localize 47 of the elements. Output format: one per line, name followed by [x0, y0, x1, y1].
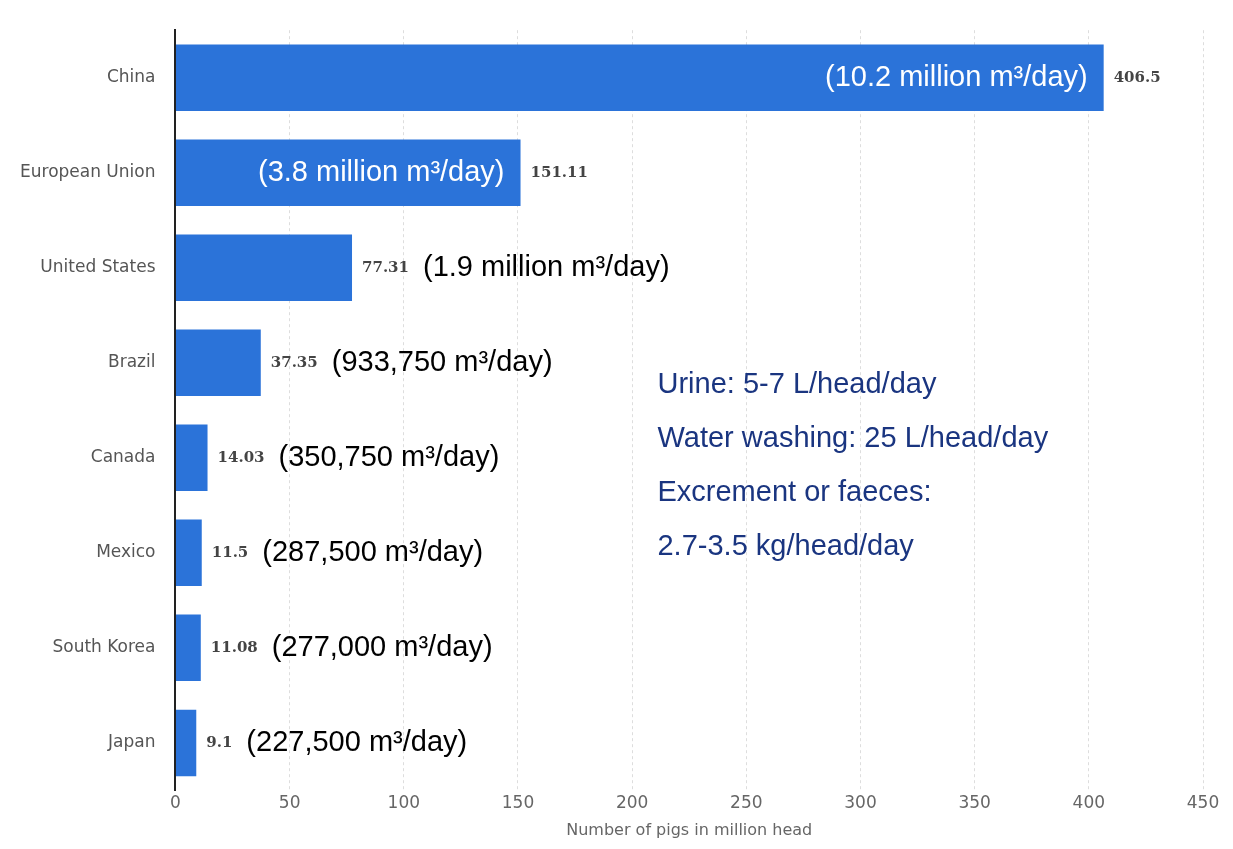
annotation: Urine: 5-7 L/head/day: [657, 367, 937, 400]
bar: [175, 44, 1104, 111]
annotation: 2.7-3.5 kg/head/day: [657, 529, 915, 562]
y-tick-label: United States: [40, 256, 156, 277]
x-tick-label: 250: [730, 792, 763, 813]
data-label: 151.11: [530, 162, 588, 181]
bar: [175, 709, 197, 777]
bar: [175, 234, 353, 302]
x-axis-title: Number of pigs in million head: [566, 819, 813, 839]
x-tick-label: 350: [958, 792, 991, 813]
data-label: 77.31: [362, 257, 409, 276]
x-tick-label: 0: [170, 792, 181, 813]
x-tick-label: 200: [615, 792, 649, 813]
data-label: 11.08: [210, 637, 258, 656]
data-label: 11.5: [211, 542, 249, 561]
x-tick-label: 150: [501, 792, 535, 813]
annotation: (277,000 m³/day): [271, 629, 493, 662]
y-tick-label: European Union: [19, 161, 156, 182]
data-label: 9.1: [206, 732, 233, 751]
annotation: (287,500 m³/day): [262, 534, 484, 567]
bar: [175, 519, 202, 587]
x-tick-label: 300: [844, 792, 877, 813]
annotation: (933,750 m³/day): [331, 344, 553, 377]
y-tick-label: South Korea: [52, 636, 156, 657]
y-tick-label: China: [106, 66, 156, 87]
bar: [175, 614, 201, 682]
annotation: (10.2 million m³/day): [824, 59, 1088, 92]
annotation: (3.8 million m³/day): [257, 154, 505, 187]
data-label: 14.03: [217, 447, 265, 466]
annotation: (350,750 m³/day): [278, 439, 500, 472]
annotation: Excrement or faeces:: [657, 475, 932, 508]
y-tick-label: Japan: [107, 731, 156, 752]
annotation: Water washing: 25 L/head/day: [657, 421, 1049, 454]
annotation: (1.9 million m³/day): [422, 249, 670, 282]
data-label: 406.5: [1113, 67, 1161, 86]
y-tick-label: Mexico: [96, 541, 156, 562]
bar: [175, 424, 208, 492]
data-label: 37.35: [270, 352, 318, 371]
x-tick-label: 400: [1072, 792, 1106, 813]
x-tick-label: 450: [1186, 792, 1220, 813]
y-tick-label: Brazil: [108, 351, 156, 372]
annotation: (227,500 m³/day): [246, 724, 468, 757]
x-tick-label: 50: [278, 792, 301, 813]
bar: [175, 139, 521, 206]
x-tick-label: 100: [387, 792, 421, 813]
y-tick-label: Canada: [90, 446, 156, 467]
bar: [175, 329, 261, 397]
